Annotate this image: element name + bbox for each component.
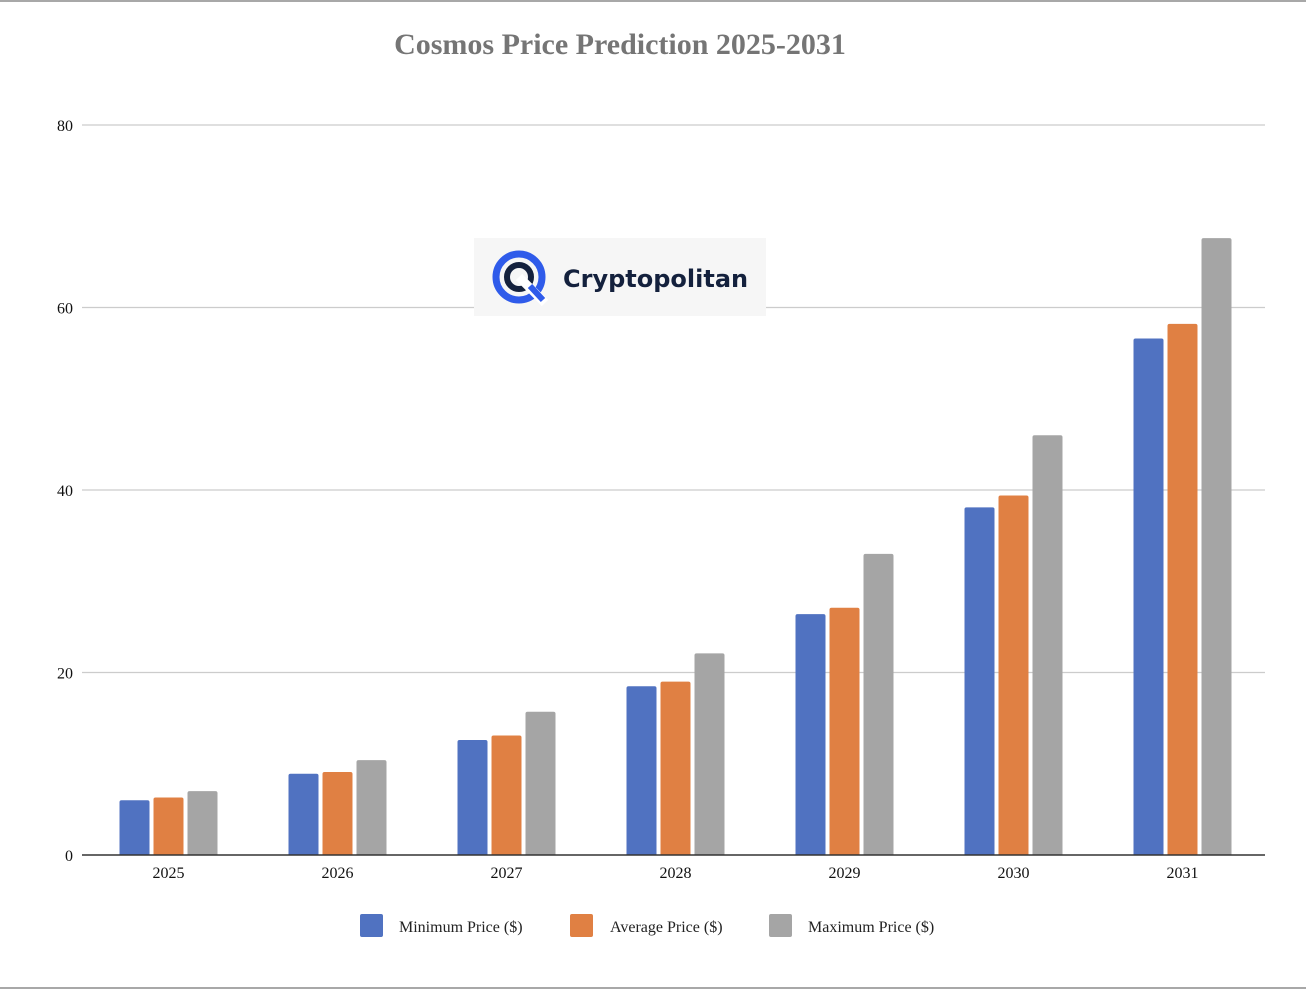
- legend-swatch: [360, 914, 383, 937]
- bar-average-2030: [998, 495, 1029, 855]
- legend-label: Average Price ($): [610, 919, 723, 936]
- legend-item-maximum: Maximum Price ($): [769, 914, 934, 937]
- bar-minimum-2027: [457, 740, 488, 855]
- bar-maximum-2031: [1201, 238, 1232, 855]
- legend-item-average: Average Price ($): [570, 914, 723, 937]
- bar-maximum-2026: [356, 760, 387, 855]
- x-tick-label: 2031: [1167, 865, 1199, 882]
- bars: [119, 238, 1232, 855]
- bar-average-2031: [1167, 323, 1198, 855]
- bar-minimum-2026: [288, 773, 319, 855]
- legend-swatch: [769, 914, 792, 937]
- y-tick-label: 40: [57, 483, 73, 500]
- bar-maximum-2029: [863, 553, 894, 855]
- bar-minimum-2030: [964, 507, 995, 855]
- x-tick-label: 2026: [322, 865, 354, 882]
- bar-minimum-2025: [119, 800, 150, 855]
- bar-minimum-2031: [1133, 338, 1164, 855]
- bar-average-2025: [153, 797, 184, 855]
- x-tick-label: 2025: [153, 865, 185, 882]
- y-axis-ticks: 0 20 40 60 80: [57, 118, 73, 865]
- x-tick-label: 2027: [491, 865, 523, 882]
- legend: Minimum Price ($) Average Price ($) Maximu…: [360, 914, 934, 937]
- bar-minimum-2028: [626, 686, 657, 855]
- bar-maximum-2027: [525, 711, 556, 855]
- bottom-border: [0, 987, 1306, 989]
- bar-maximum-2025: [187, 791, 218, 855]
- y-tick-label: 20: [57, 666, 73, 683]
- y-tick-label: 60: [57, 301, 73, 318]
- top-border: [0, 0, 1306, 2]
- bar-average-2027: [491, 735, 522, 855]
- x-axis-ticks: 2025 2026 2027 2028 2029 2030 2031: [153, 865, 1199, 882]
- legend-item-minimum: Minimum Price ($): [360, 914, 523, 937]
- y-tick-label: 0: [65, 848, 73, 865]
- legend-swatch: [570, 914, 593, 937]
- bar-average-2026: [322, 771, 353, 855]
- gridlines: [82, 124, 1265, 674]
- watermark: Cryptopolitan: [474, 238, 766, 316]
- cryptopolitan-logo-icon: [492, 250, 549, 307]
- bar-average-2029: [829, 607, 860, 855]
- chart-title: Cosmos Price Prediction 2025-2031: [394, 28, 846, 61]
- x-tick-label: 2028: [660, 865, 692, 882]
- x-tick-label: 2029: [829, 865, 861, 882]
- y-tick-label: 80: [57, 118, 73, 135]
- bar-maximum-2028: [694, 653, 725, 855]
- x-tick-label: 2030: [998, 865, 1030, 882]
- watermark-brand-text: Cryptopolitan: [563, 265, 748, 293]
- legend-label: Maximum Price ($): [808, 919, 934, 936]
- bar-minimum-2029: [795, 614, 826, 855]
- legend-label: Minimum Price ($): [399, 919, 523, 936]
- bar-average-2028: [660, 681, 691, 855]
- bar-maximum-2030: [1032, 435, 1063, 855]
